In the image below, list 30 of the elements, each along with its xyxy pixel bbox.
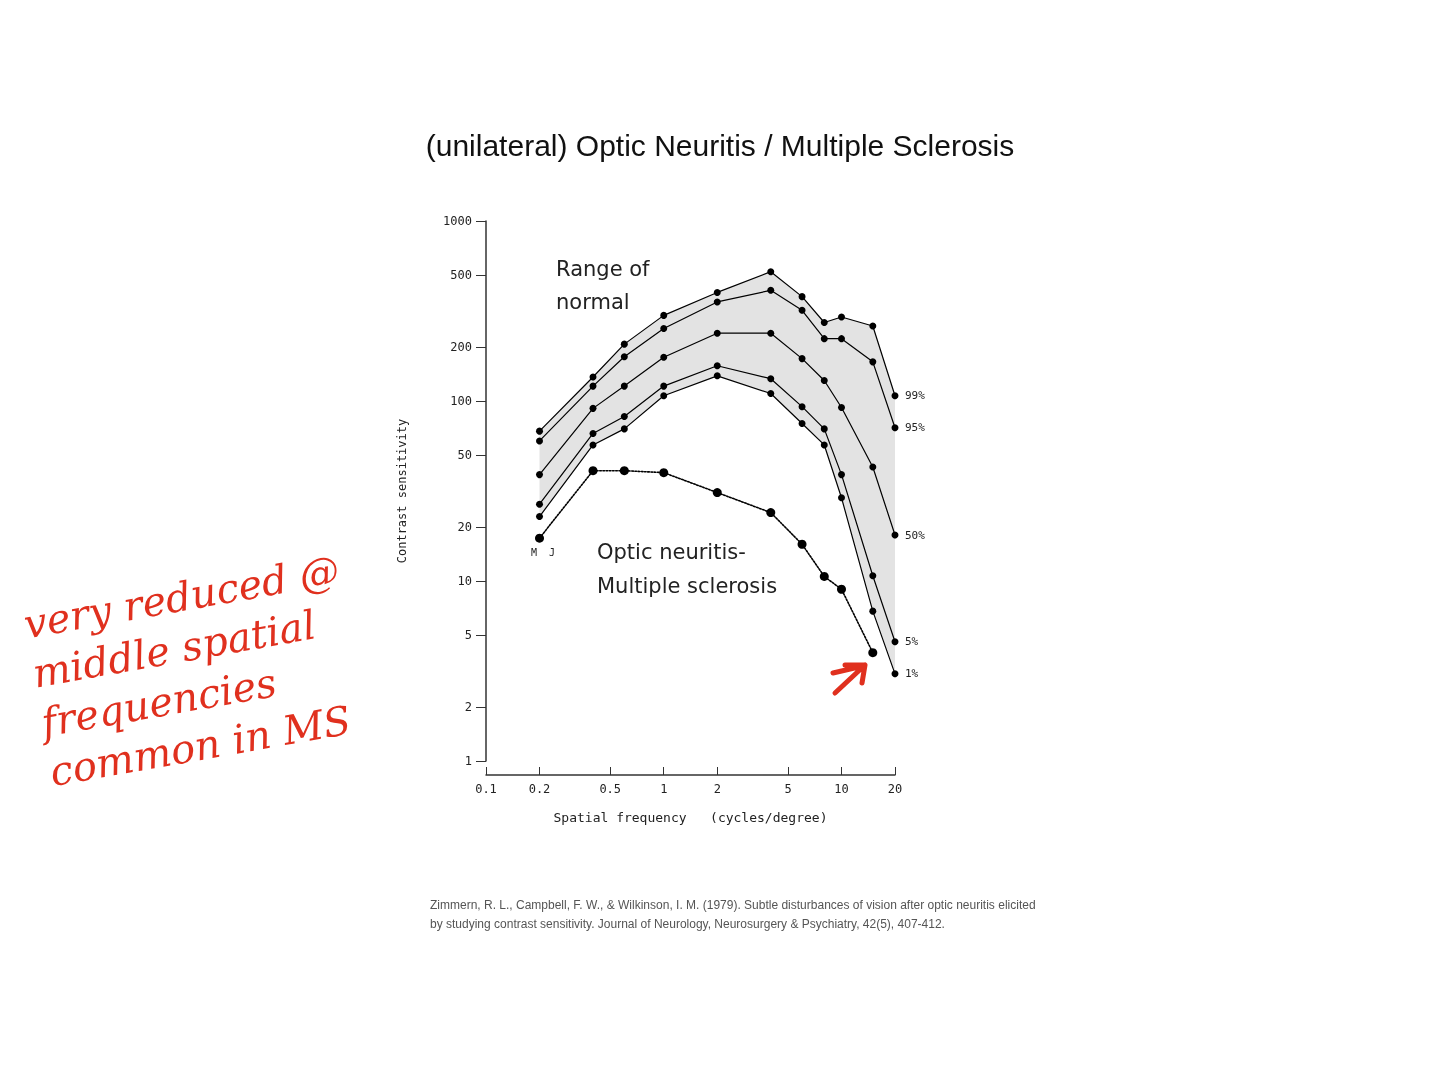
y-tick-label: 100 — [450, 394, 472, 408]
y-tick-label: 50 — [457, 448, 472, 463]
series-label: 50% — [905, 528, 926, 542]
x-tick-label: 0.5 — [599, 782, 622, 796]
y-axis-title: Contrast sensitivity — [395, 418, 409, 564]
x-tick-label: 1 — [660, 782, 668, 796]
series-label: 1% — [905, 667, 919, 681]
annotation: Range of normal — [556, 256, 651, 316]
annotation: M J — [531, 547, 557, 559]
x-tick-label: 2 — [713, 782, 721, 796]
series-label: 95% — [905, 421, 926, 435]
chart-title: (unilateral) Optic Neuritis / Multiple Sclerosis — [425, 128, 1015, 162]
x-tick-label: 0.1 — [475, 782, 497, 796]
x-tick-label: 20 — [887, 782, 903, 796]
x-tick-label: 0.2 — [528, 782, 551, 796]
y-tick-label: 500 — [450, 268, 472, 283]
series-label: 5% — [905, 635, 919, 649]
x-tick-label: 5 — [784, 782, 792, 796]
y-tick-label: 1 — [464, 754, 472, 768]
text: Zimmern, R. L., Campbell, F. W., & Wilkinson, I. M. (1979). Subtle disturbances of vision after optic neuritis elicited by studying contrast sensitivity. Journal of Neurology, Neurosurgery & Psychiatry, 42(5), 407-412. — [430, 897, 1037, 933]
x-tick-label: 10 — [834, 782, 849, 796]
y-tick-label: 5 — [464, 628, 472, 643]
y-tick-label: 1000 — [443, 214, 472, 228]
y-tick-label: 10 — [457, 574, 472, 588]
y-tick-label: 2 — [464, 699, 472, 714]
y-tick-label: 200 — [450, 339, 472, 354]
annotation: Optic neuritis-Multiple sclerosis — [597, 539, 779, 600]
x-axis-title: Spatial frequency (cycles/degree) — [553, 810, 828, 825]
series-label: 99% — [905, 389, 926, 403]
y-tick-label: 20 — [457, 519, 472, 534]
